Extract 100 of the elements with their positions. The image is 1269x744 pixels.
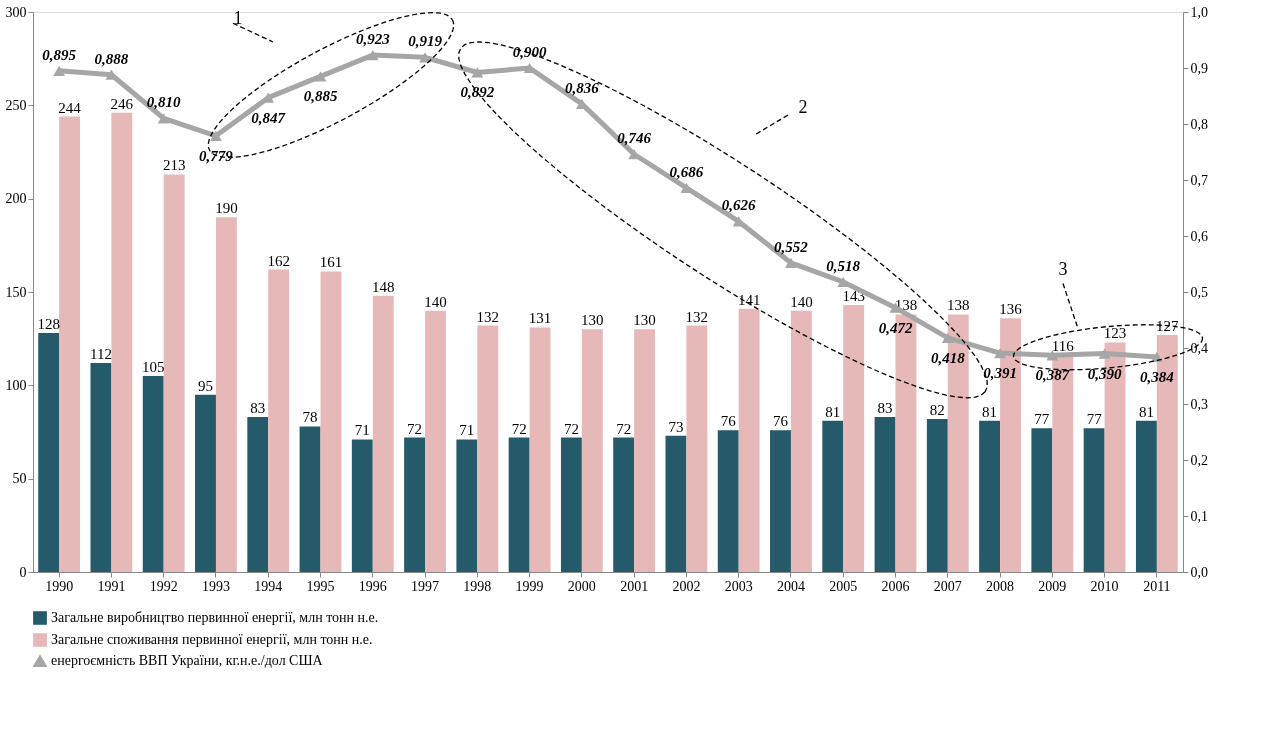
x-tick-label: 1992 xyxy=(149,578,178,594)
data-label: 0,779 xyxy=(199,147,234,164)
point xyxy=(1046,350,1059,361)
bar xyxy=(1083,428,1105,572)
data-label: 81 xyxy=(1138,403,1154,420)
data-label: 136 xyxy=(999,301,1023,318)
annotation: 3 xyxy=(1058,258,1068,279)
bar xyxy=(59,116,81,572)
bar xyxy=(790,310,812,572)
x-tick-label: 2004 xyxy=(776,578,805,594)
x-tick-label: 2002 xyxy=(672,578,701,594)
bar xyxy=(142,376,164,572)
data-label: 0,923 xyxy=(355,31,391,48)
data-label: 0,384 xyxy=(1139,368,1175,385)
bar xyxy=(215,217,237,572)
annotation: 1 xyxy=(233,8,243,29)
data-label: 131 xyxy=(528,310,552,327)
x-tick-label: 1994 xyxy=(254,578,283,594)
x-tick-label: 1999 xyxy=(515,578,544,594)
bar xyxy=(634,329,656,572)
data-label: 112 xyxy=(89,345,112,362)
data-label: 0,847 xyxy=(251,109,286,126)
bar xyxy=(299,426,321,572)
data-label: 0,626 xyxy=(721,197,757,214)
data-label: 76 xyxy=(773,413,789,430)
point xyxy=(210,130,222,141)
y2-tick-label: 0,8 xyxy=(1190,116,1208,132)
x-tick-label: 1993 xyxy=(201,578,230,594)
data-label: 0,390 xyxy=(1087,365,1122,382)
bar xyxy=(874,417,896,572)
y-tick-label: 100 xyxy=(5,377,27,393)
x-tick-label: 1997 xyxy=(411,578,440,594)
x-tick-label: 1991 xyxy=(97,578,126,594)
bar xyxy=(456,439,478,572)
y2-tick-label: 0,9 xyxy=(1190,60,1208,76)
point xyxy=(366,50,379,61)
data-label: 162 xyxy=(267,252,290,269)
data-label: 116 xyxy=(1051,338,1075,355)
data-label: 0,418 xyxy=(930,349,966,366)
bar xyxy=(529,327,551,572)
x-tick-label: 2011 xyxy=(1143,578,1171,594)
data-label: 76 xyxy=(720,413,737,430)
bar xyxy=(90,362,112,572)
legend-label: Загальне виробництво первинної енергії, млн тонн н.е. xyxy=(51,610,379,625)
point xyxy=(53,65,66,76)
x-tick-label: 1990 xyxy=(45,578,74,594)
data-label: 123 xyxy=(1103,325,1127,342)
data-label: 83 xyxy=(877,400,893,417)
bar xyxy=(163,174,185,572)
point xyxy=(785,257,797,268)
bar xyxy=(372,295,394,572)
y-tick-label: 50 xyxy=(12,471,27,487)
x-tick-label: 2010 xyxy=(1090,578,1119,594)
annotation: 2 xyxy=(798,97,808,118)
y2-tick-label: 0,0 xyxy=(1190,564,1208,580)
y2-tick-label: 0,5 xyxy=(1190,284,1208,300)
data-label: 83 xyxy=(250,400,266,417)
data-label: 0,919 xyxy=(408,33,443,50)
bar xyxy=(665,435,687,572)
bar xyxy=(686,325,708,572)
data-label: 72 xyxy=(407,420,423,437)
bar xyxy=(38,333,60,572)
bar xyxy=(822,420,844,572)
y2-tick-label: 1,0 xyxy=(1190,4,1208,20)
point xyxy=(941,332,954,344)
bar xyxy=(613,437,635,572)
y2-tick-label: 0,2 xyxy=(1190,452,1208,468)
y-tick-label: 0 xyxy=(19,564,27,580)
data-label: 77 xyxy=(1034,411,1050,428)
x-tick-label: 1998 xyxy=(463,578,492,594)
bar xyxy=(195,394,216,572)
y-tick-label: 200 xyxy=(5,191,27,207)
data-label: 132 xyxy=(476,308,500,325)
data-label: 105 xyxy=(141,359,165,375)
bar xyxy=(425,310,446,572)
y2-tick-label: 0,6 xyxy=(1190,228,1208,244)
data-label: 140 xyxy=(424,293,447,310)
data-label: 82 xyxy=(929,401,945,418)
bar xyxy=(770,430,791,572)
point xyxy=(471,67,484,78)
bar xyxy=(560,437,582,572)
data-label: 132 xyxy=(685,308,709,325)
bar xyxy=(581,329,603,572)
data-label: 0,518 xyxy=(826,257,861,274)
data-label: 140 xyxy=(790,293,813,310)
data-label: 71 xyxy=(459,422,475,439)
data-label: 213 xyxy=(162,157,186,174)
bar xyxy=(979,420,1001,572)
data-label: 95 xyxy=(198,377,213,394)
data-label: 81 xyxy=(825,403,841,420)
data-label: 73 xyxy=(668,418,684,435)
x-tick-label: 2007 xyxy=(933,578,962,594)
data-label: 130 xyxy=(581,312,604,329)
data-label: 0,746 xyxy=(617,130,652,147)
data-label: 190 xyxy=(215,200,238,217)
y-tick-label: 250 xyxy=(5,97,27,113)
bar xyxy=(477,325,499,572)
point xyxy=(1098,348,1111,359)
data-label: 0,552 xyxy=(774,238,809,255)
x-tick-label: 2000 xyxy=(567,578,596,594)
